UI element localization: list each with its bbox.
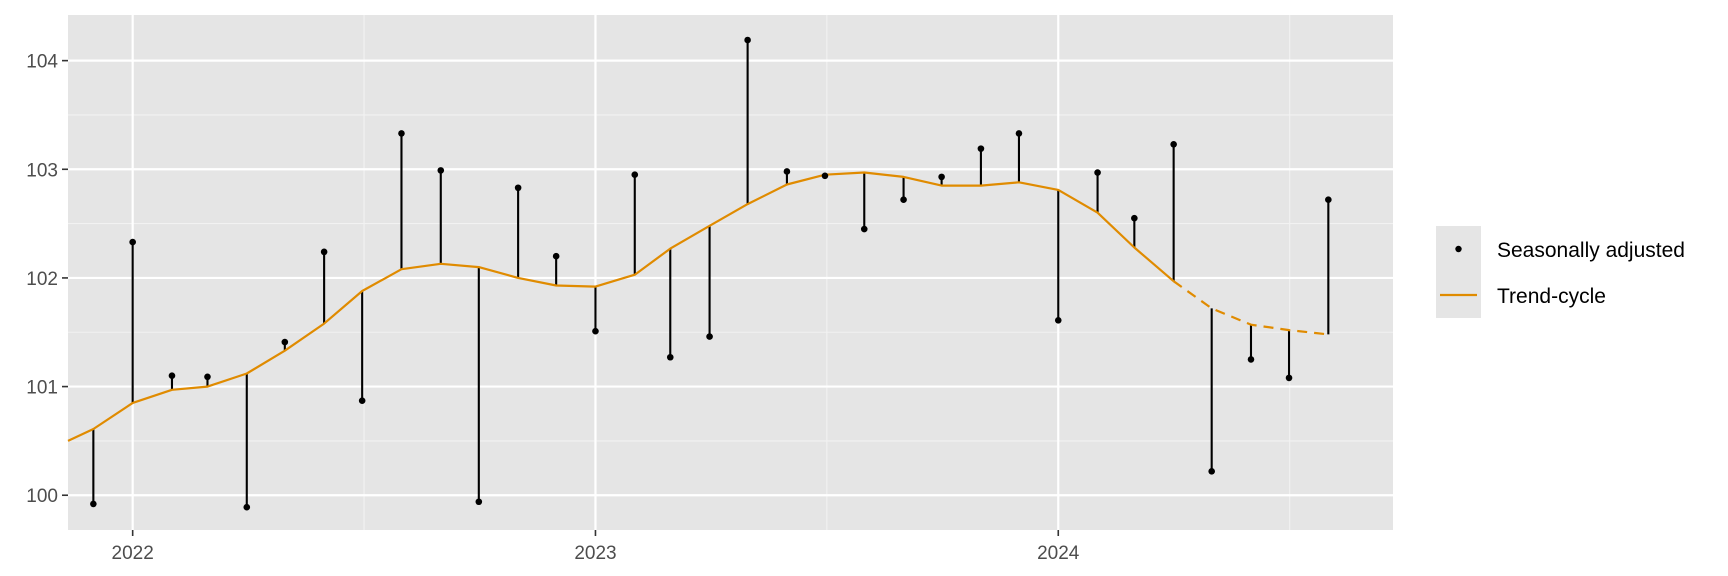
data-point [860, 225, 868, 233]
x-tick-label: 2024 [1037, 543, 1080, 564]
y-tick-label: 101 [26, 378, 58, 399]
data-point [1015, 130, 1023, 137]
data-point [552, 252, 560, 260]
y-tick-label: 104 [26, 52, 58, 73]
data-point [320, 248, 328, 256]
data-point [900, 196, 907, 204]
data-point [1094, 169, 1101, 176]
data-point [1131, 214, 1138, 222]
x-tick-label: 2022 [112, 543, 154, 564]
data-point [821, 172, 829, 180]
spikes [92, 39, 1330, 508]
data-point [783, 168, 791, 175]
y-tick-label: 100 [26, 486, 58, 507]
data-point [129, 238, 136, 246]
x-tick-label: 2023 [574, 543, 616, 564]
data-point [977, 145, 985, 152]
legend-point-icon [1455, 245, 1462, 253]
data-point [168, 372, 176, 380]
data-point [514, 184, 522, 192]
data-point [1054, 317, 1062, 324]
data-point [1325, 196, 1332, 204]
data-point [243, 503, 251, 511]
data-point [1208, 468, 1215, 475]
data-point [706, 333, 713, 340]
y-axis: 100 101 102 103 104 [26, 52, 68, 507]
data-point [1247, 356, 1255, 363]
data-point [1285, 374, 1293, 382]
data-point [281, 338, 289, 346]
trend-cycle-dashed [1172, 280, 1329, 336]
y-tick-label: 103 [26, 160, 58, 181]
panel-background [68, 15, 1393, 530]
trend-cycle-line [67, 171, 1329, 442]
data-point [398, 130, 405, 137]
data-point [1170, 140, 1177, 148]
data-point [592, 327, 599, 335]
trend-cycle-solid [67, 171, 1175, 442]
legend-label-seasonally-adjusted: Seasonally adjusted [1497, 239, 1685, 262]
y-tick-label: 102 [26, 269, 58, 290]
grid-minor [68, 15, 1393, 530]
data-point [204, 373, 211, 381]
legend: Seasonally adjusted Trend-cycle [1436, 226, 1685, 318]
legend-label-trend-cycle: Trend-cycle [1497, 285, 1606, 308]
seasonally-adjusted-points [90, 36, 1332, 511]
data-point [475, 498, 483, 506]
data-point [744, 36, 751, 44]
data-point [437, 167, 445, 174]
data-point [90, 500, 97, 508]
data-point [631, 171, 639, 179]
data-point [938, 173, 945, 181]
data-point [358, 397, 366, 405]
data-point [666, 353, 674, 361]
x-axis: 2022 2023 2024 [112, 530, 1080, 564]
